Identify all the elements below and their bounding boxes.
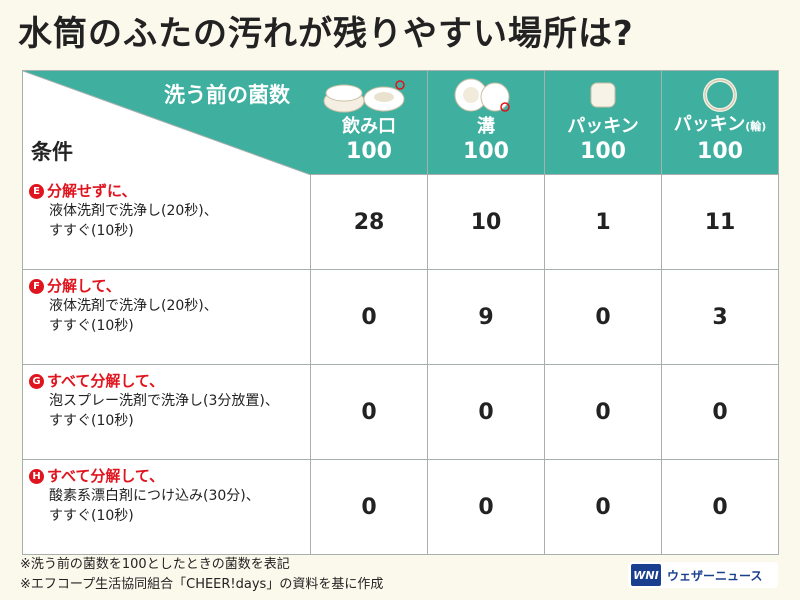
- condition-detail: 液体洗剤で洗浄し(20秒)、: [49, 203, 218, 219]
- value-cell: 0: [310, 364, 428, 460]
- packing-square-icon: [545, 75, 661, 115]
- value-cell: 3: [661, 269, 779, 365]
- value-cell: 0: [544, 364, 662, 460]
- corner-diagonal: [23, 71, 311, 175]
- condition-title: すべて分解して、: [47, 467, 165, 485]
- value-cell: 11: [661, 174, 779, 270]
- condition-title: すべて分解して、: [47, 372, 165, 390]
- column-label: 飲み口: [342, 116, 396, 137]
- column-label: パッキン: [567, 116, 639, 137]
- condition-cell: F 分解して、 液体洗剤で洗浄し(20秒)、 すすぐ(10秒): [22, 269, 311, 365]
- value-cell: 1: [544, 174, 662, 270]
- value-cell: 9: [427, 269, 545, 365]
- corner-title: 洗う前の菌数: [164, 83, 290, 107]
- page-title: 水筒のふたの汚れが残りやすい場所は?: [18, 14, 634, 54]
- bacteria-table: 洗う前の菌数 条件 飲み口 100: [22, 70, 779, 555]
- header-corner: 洗う前の菌数 条件: [22, 70, 311, 175]
- condition-rinse: すすぐ(10秒): [49, 413, 134, 429]
- value-cell: 0: [661, 459, 779, 555]
- condition-cell: G すべて分解して、 泡スプレー洗剤で洗浄し(3分放置)、 すすぐ(10秒): [22, 364, 311, 460]
- header-row: 洗う前の菌数 条件 飲み口 100: [22, 70, 779, 175]
- table-row: F 分解して、 液体洗剤で洗浄し(20秒)、 すすぐ(10秒) 0 9 0 3: [22, 269, 779, 365]
- value-cell: 0: [310, 269, 428, 365]
- logo-text: ウェザーニュース: [667, 568, 763, 583]
- condition-detail: 泡スプレー洗剤で洗浄し(3分放置)、: [49, 393, 279, 409]
- column-baseline: 100: [697, 139, 743, 164]
- value-cell: 0: [310, 459, 428, 555]
- footnote-method: ※洗う前の菌数を100としたときの菌数を表記: [20, 557, 290, 572]
- table-row: G すべて分解して、 泡スプレー洗剤で洗浄し(3分放置)、 すすぐ(10秒) 0 …: [22, 364, 779, 460]
- condition-rinse: すすぐ(10秒): [49, 508, 134, 524]
- column-header-groove: 溝 100: [427, 70, 545, 175]
- table-row: H すべて分解して、 酸素系漂白剤につけ込み(30分)、 すすぐ(10秒) 0 0…: [22, 459, 779, 555]
- corner-condition-label: 条件: [31, 140, 73, 164]
- condition-title: 分解せずに、: [47, 182, 137, 200]
- condition-detail: 酸素系漂白剤につけ込み(30分)、: [49, 488, 260, 504]
- condition-badge: G: [29, 373, 44, 389]
- column-header-drinking-spout: 飲み口 100: [310, 70, 428, 175]
- condition-rinse: すすぐ(10秒): [49, 223, 134, 239]
- column-header-packing-ring: パッキン(輪) 100: [661, 70, 779, 175]
- condition-detail: 液体洗剤で洗浄し(20秒)、: [49, 298, 218, 314]
- logo-mark: WNI: [631, 564, 661, 586]
- column-baseline: 100: [463, 139, 509, 164]
- condition-badge: H: [29, 468, 44, 484]
- condition-rinse: すすぐ(10秒): [49, 318, 134, 334]
- value-cell: 10: [427, 174, 545, 270]
- value-cell: 0: [544, 269, 662, 365]
- column-header-packing: パッキン 100: [544, 70, 662, 175]
- condition-badge: F: [29, 278, 44, 294]
- column-label: 溝: [477, 116, 495, 137]
- value-cell: 28: [310, 174, 428, 270]
- bottle-cap-groove-icon: [428, 75, 544, 115]
- column-baseline: 100: [346, 139, 392, 164]
- condition-cell: E 分解せずに、 液体洗剤で洗浄し(20秒)、 すすぐ(10秒): [22, 174, 311, 270]
- value-cell: 0: [427, 459, 545, 555]
- condition-title: 分解して、: [47, 277, 121, 295]
- weathernews-logo: WNI ウェザーニュース: [628, 562, 778, 588]
- condition-badge: E: [29, 183, 44, 199]
- value-cell: 0: [427, 364, 545, 460]
- footnote-source: ※エフコープ生活協同組合「CHEER!days」の資料を基に作成: [20, 577, 384, 592]
- table-row: E 分解せずに、 液体洗剤で洗浄し(20秒)、 すすぐ(10秒) 28 10 1 …: [22, 174, 779, 270]
- column-baseline: 100: [580, 139, 626, 164]
- condition-cell: H すべて分解して、 酸素系漂白剤につけ込み(30分)、 すすぐ(10秒): [22, 459, 311, 555]
- value-cell: 0: [661, 364, 779, 460]
- packing-ring-icon: [662, 75, 778, 115]
- bottle-cap-drinking-spout-icon: [311, 75, 427, 115]
- value-cell: 0: [544, 459, 662, 555]
- column-label: パッキン(輪): [673, 114, 767, 135]
